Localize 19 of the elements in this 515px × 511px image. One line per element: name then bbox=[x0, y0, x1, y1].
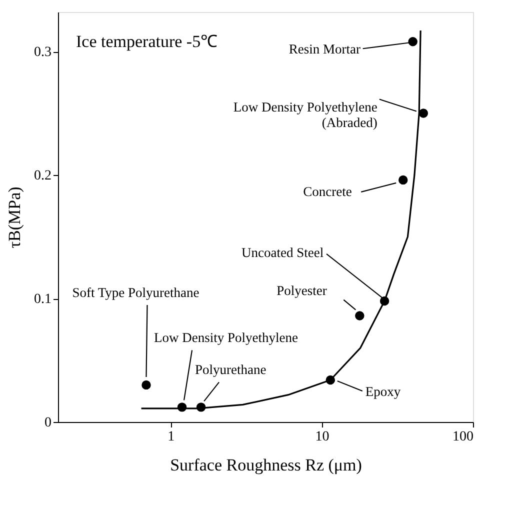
y-axis-title: τB(MPa) bbox=[5, 186, 24, 248]
y-tick-label: 0.1 bbox=[34, 292, 52, 308]
annotation: Soft Type Polyurethane bbox=[72, 284, 200, 300]
x-tick-label: 100 bbox=[452, 430, 474, 444]
annotation: Ice temperature -5℃ bbox=[76, 32, 218, 51]
annotation: Low Density Polyethylene bbox=[154, 330, 298, 346]
y-tick-label: 0.2 bbox=[34, 168, 52, 184]
annotation: Epoxy bbox=[365, 384, 401, 400]
annotation: Low Density Polyethylene (Abraded) bbox=[233, 99, 378, 130]
x-tick-label: 10 bbox=[315, 430, 330, 444]
annotation: Polyester bbox=[276, 282, 328, 298]
annotation: Polyurethane bbox=[195, 362, 266, 378]
y-tick-label: 0.3 bbox=[34, 45, 52, 60]
x-tick-label: 1 bbox=[168, 430, 175, 444]
x-axis-title: Surface Roughness Rz (μm) bbox=[170, 456, 362, 474]
y-tick-label: 0 bbox=[44, 416, 52, 430]
annotation: Concrete bbox=[303, 184, 352, 199]
annotation: Resin Mortar bbox=[288, 42, 361, 57]
annotation: Uncoated Steel bbox=[242, 244, 324, 260]
